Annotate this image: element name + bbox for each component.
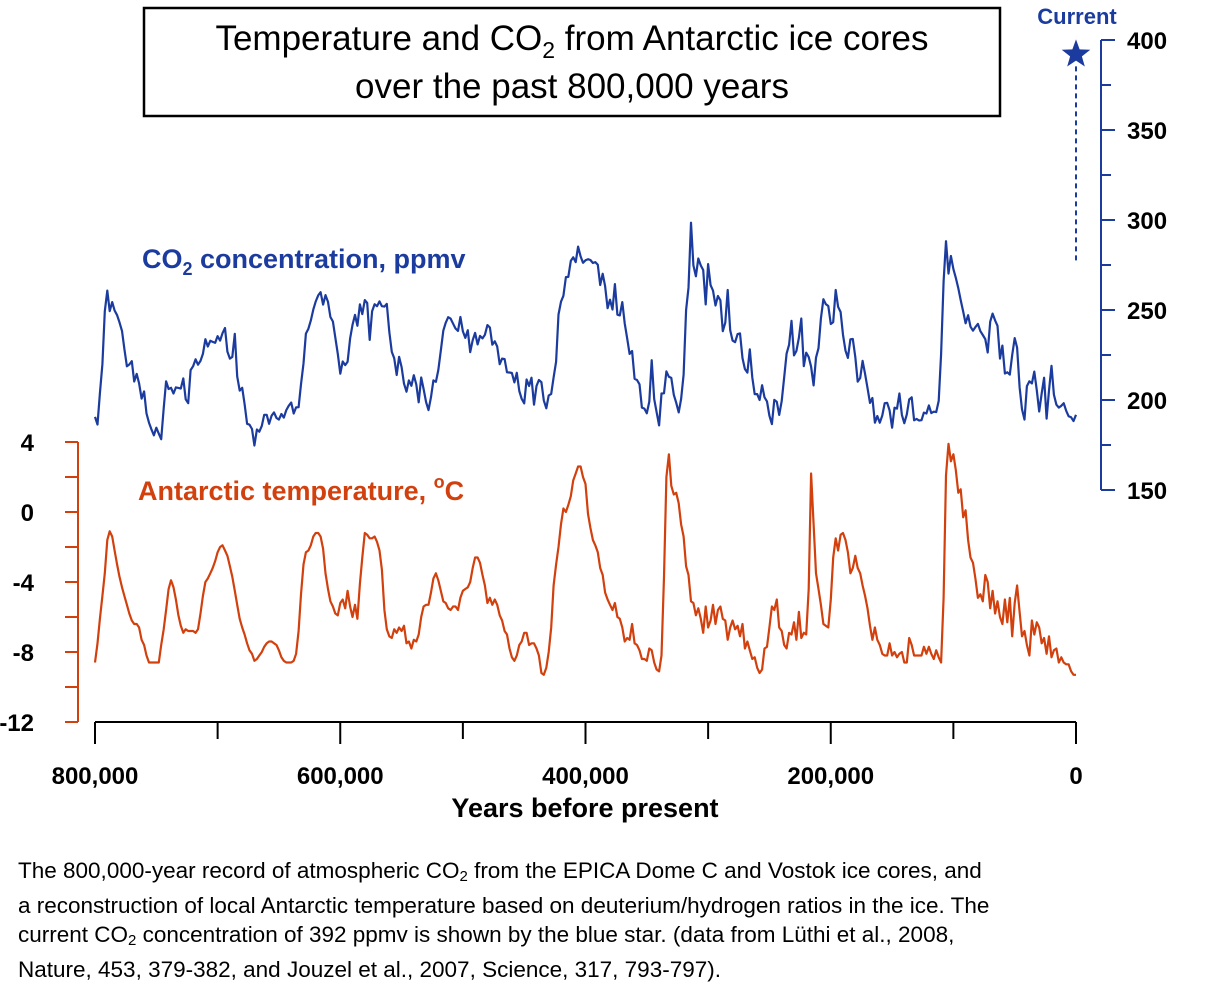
x-tick-label: 200,000 bbox=[787, 763, 874, 790]
figure-caption: The 800,000-year record of atmospheric C… bbox=[18, 856, 1218, 984]
x-tick-label: 800,000 bbox=[52, 763, 139, 790]
co2-axis: 150 200 250 300 350 400 bbox=[1100, 28, 1167, 505]
caption-line-4: Nature, 453, 379-382, and Jouzel et al.,… bbox=[18, 957, 721, 982]
temperature-tick-label: -8 bbox=[13, 640, 34, 667]
chart-title-line2: over the past 800,000 years bbox=[355, 67, 789, 106]
co2-tick-label: 400 bbox=[1127, 28, 1167, 55]
temperature-tick-label: -4 bbox=[13, 570, 35, 597]
x-axis-title: Years before present bbox=[451, 793, 718, 823]
temperature-series-line bbox=[93, 442, 1076, 676]
caption-line-1: The 800,000-year record of atmospheric C… bbox=[18, 858, 982, 885]
chart-title-line1: Temperature and CO2 from Antarctic ice c… bbox=[215, 19, 928, 63]
co2-tick-label: 250 bbox=[1127, 298, 1167, 325]
title-box bbox=[142, 6, 1002, 118]
temperature-tick-label: -12 bbox=[0, 710, 34, 737]
temperature-tick-label: 0 bbox=[21, 500, 34, 527]
caption-line-3: current CO2 concentration of 392 ppmv is… bbox=[18, 922, 955, 949]
temperature-series-label: Antarctic temperature, oC bbox=[138, 472, 464, 506]
caption-line-2: a reconstruction of local Antarctic temp… bbox=[18, 893, 990, 918]
co2-series-label: CO2 concentration, ppmv bbox=[142, 244, 466, 279]
x-tick-label: 0 bbox=[1069, 763, 1082, 790]
co2-tick-label: 350 bbox=[1127, 118, 1167, 145]
x-tick-label: 600,000 bbox=[297, 763, 384, 790]
temperature-tick-label: 4 bbox=[21, 430, 35, 457]
current-label: Current bbox=[1037, 4, 1117, 29]
x-axis: 800,000 600,000 400,000 200,000 0 bbox=[52, 721, 1083, 790]
co2-tick-label: 300 bbox=[1127, 208, 1167, 235]
temperature-axis: -12 -8 -4 0 4 bbox=[0, 430, 79, 737]
current-star-marker bbox=[1061, 39, 1091, 67]
co2-series-line bbox=[93, 221, 1078, 447]
co2-tick-label: 150 bbox=[1127, 478, 1167, 505]
x-tick-label: 400,000 bbox=[542, 763, 629, 790]
chart: Temperature and CO2 from Antarctic ice c… bbox=[0, 4, 1167, 823]
co2-tick-label: 200 bbox=[1127, 388, 1167, 415]
